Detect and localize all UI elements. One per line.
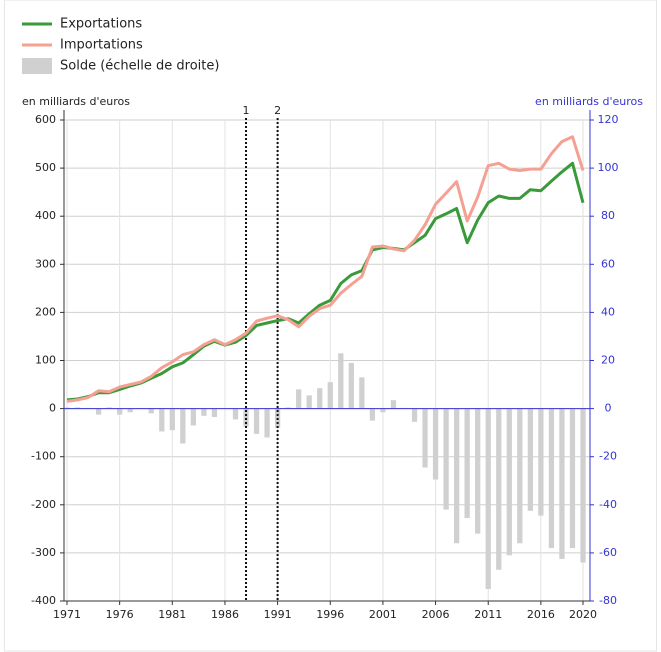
bar <box>464 408 470 519</box>
line-series <box>66 135 585 403</box>
legend-label: Solde (échelle de droite) <box>60 59 219 74</box>
bar <box>338 353 344 409</box>
bar <box>106 407 112 409</box>
x-tick-label: 2006 <box>422 608 450 621</box>
bar <box>243 408 249 427</box>
bar <box>559 408 565 559</box>
bar <box>306 395 312 409</box>
bar <box>548 408 555 549</box>
x-tick-label: 2001 <box>369 608 397 621</box>
legend-label: Importations <box>60 38 143 53</box>
legend-label: Exportations <box>60 17 142 32</box>
y2-tick-label: -80 <box>599 594 617 607</box>
bar <box>411 408 418 422</box>
bar <box>211 408 218 418</box>
legend-swatch <box>22 58 52 74</box>
bar <box>74 407 81 409</box>
bar <box>432 408 439 480</box>
y2-tick-label: -20 <box>599 450 617 463</box>
y-tick-label: -100 <box>31 450 56 463</box>
y-tick-label: 300 <box>35 257 56 270</box>
bar <box>159 408 165 432</box>
bar <box>538 408 544 516</box>
x-tick-label: 1976 <box>106 608 134 621</box>
bar <box>506 408 512 556</box>
x-tick-label: 1991 <box>264 608 292 621</box>
bar <box>127 408 133 413</box>
bar <box>64 407 70 409</box>
bar <box>580 408 586 563</box>
y2-tick-label: -40 <box>599 498 617 511</box>
y-tick-label: 600 <box>35 113 56 126</box>
bar <box>496 408 502 570</box>
bar <box>517 408 523 544</box>
y-tick-label: 100 <box>35 354 56 367</box>
bar <box>454 408 460 544</box>
bar <box>169 408 175 431</box>
bar <box>359 377 365 409</box>
y2-tick-label: 40 <box>601 305 615 318</box>
y-tick-label: -300 <box>31 546 56 559</box>
bar <box>95 408 102 415</box>
annotation-label: 1 <box>243 104 250 117</box>
y2-tick-label: 100 <box>598 161 619 174</box>
bar <box>117 408 123 415</box>
y2-tick-label: 20 <box>601 354 615 367</box>
bar <box>380 408 386 413</box>
y2-axis-title: en milliards d'euros <box>535 95 643 108</box>
y-tick-label: -400 <box>31 594 56 607</box>
bar <box>443 408 449 510</box>
x-tick-label: 1971 <box>53 608 81 621</box>
y-tick-label: 0 <box>49 402 56 415</box>
y2-tick-label: 120 <box>598 113 619 126</box>
bar <box>390 400 397 409</box>
bar <box>369 408 376 421</box>
bar <box>422 408 428 468</box>
x-tick-label: 1996 <box>316 608 344 621</box>
y-tick-label: 200 <box>35 305 56 318</box>
y2-tick-label: 0 <box>605 402 612 415</box>
y-axis-title: en milliards d'euros <box>22 95 130 108</box>
bar <box>317 388 323 409</box>
y2-tick-label: 60 <box>601 257 615 270</box>
bar <box>348 362 354 409</box>
bar <box>327 382 333 409</box>
bar <box>475 408 481 534</box>
bar <box>569 408 576 549</box>
bar <box>232 408 239 420</box>
frame <box>4 0 657 652</box>
x-tick-label: 1981 <box>158 608 186 621</box>
x-tick-label: 2011 <box>474 608 502 621</box>
line-series <box>66 161 585 402</box>
annotation-label: 2 <box>274 104 281 117</box>
bar <box>264 408 270 438</box>
bar <box>253 408 260 434</box>
y-tick-label: 500 <box>35 161 56 174</box>
bar <box>296 389 302 409</box>
y2-tick-label: 80 <box>601 209 615 222</box>
x-tick-label: 2020 <box>569 608 597 621</box>
x-tick-label: 2016 <box>527 608 555 621</box>
bar <box>285 407 291 409</box>
y-tick-label: -200 <box>31 498 56 511</box>
y-tick-label: 400 <box>35 209 56 222</box>
bar <box>190 408 196 426</box>
bar <box>180 408 186 444</box>
y2-tick-label: -60 <box>599 546 617 559</box>
x-tick-label: 1986 <box>211 608 239 621</box>
bar <box>148 408 154 414</box>
bar <box>485 408 491 589</box>
bar <box>527 408 533 511</box>
bar <box>201 408 207 416</box>
